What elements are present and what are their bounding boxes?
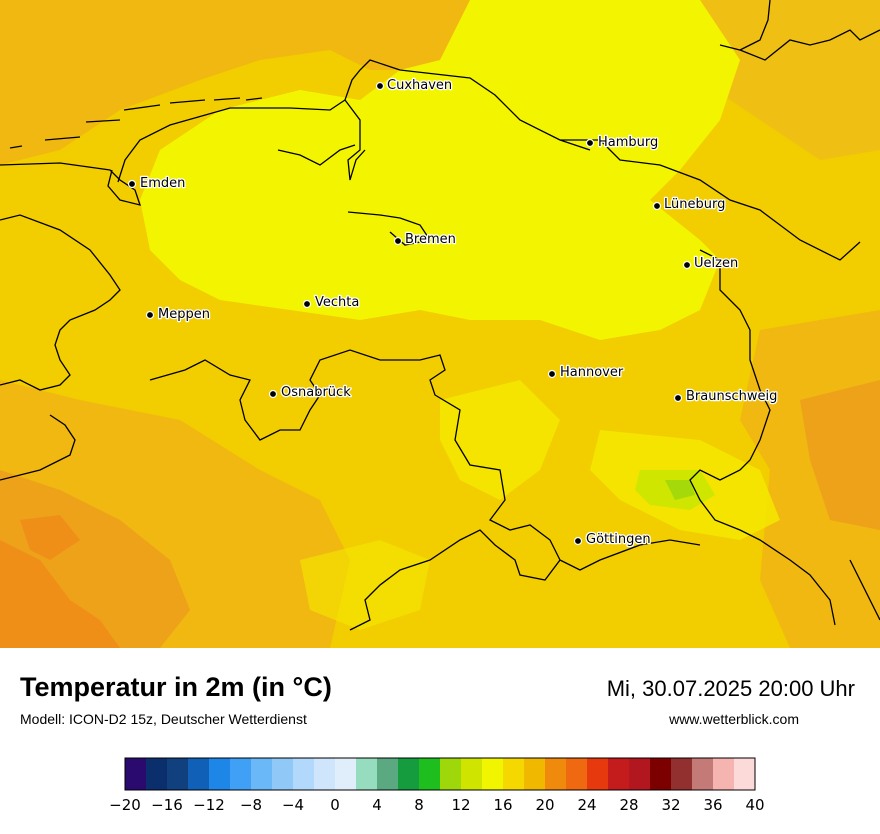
city-label-bremen: Bremen	[405, 232, 456, 247]
forecast-datetime: Mi, 30.07.2025 20:00 Uhr	[606, 676, 855, 701]
city-label-braunschweig: Braunschweig	[686, 389, 777, 404]
legend-tick-label: 8	[414, 796, 424, 814]
legend-color-box	[440, 758, 462, 790]
legend-color-box	[545, 758, 567, 790]
legend-color-box	[335, 758, 357, 790]
legend-color-box	[209, 758, 231, 790]
city-hamburg: Hamburg	[585, 134, 660, 151]
legend-color-box	[272, 758, 294, 790]
city-label-hamburg: Hamburg	[598, 135, 658, 150]
city-label-cuxhaven: Cuxhaven	[387, 78, 452, 93]
legend-tick-label: −16	[151, 796, 183, 814]
legend-tick-label: 20	[535, 796, 554, 814]
legend-color-box	[146, 758, 168, 790]
legend-tick-label: 16	[493, 796, 512, 814]
legend-svg: −20 −16 −12 −8 −4 0 4 8 12 16 20 24 28 32 36 40	[109, 757, 765, 814]
city-cuxhaven: Cuxhaven	[375, 77, 453, 94]
legend-color-box	[671, 758, 693, 790]
legend-color-box	[293, 758, 315, 790]
cities: Cuxhaven Hamburg Emden Lüneburg Bremen U…	[127, 77, 779, 548]
legend-tick-label: 40	[745, 796, 764, 814]
legend-tick-label: −4	[282, 796, 304, 814]
legend-tick-label: 36	[703, 796, 722, 814]
legend-tick-label: −12	[193, 796, 225, 814]
legend-tick-label: −20	[110, 796, 141, 814]
legend-color-box	[356, 758, 378, 790]
color-legend: −20 −16 −12 −8 −4 0 4 8 12 16 20 24 28 32 36 40	[109, 752, 770, 830]
city-label-uelzen: Uelzen	[694, 256, 738, 271]
city-meppen: Meppen	[145, 306, 211, 323]
legend-color-box	[503, 758, 525, 790]
city-label-emden: Emden	[140, 176, 185, 191]
city-osnabrueck: Osnabrück	[268, 384, 352, 401]
legend-color-box	[566, 758, 588, 790]
city-label-goettingen: Göttingen	[586, 532, 651, 547]
legend-color-box	[125, 758, 147, 790]
legend-tick-label: 28	[619, 796, 638, 814]
legend-color-box	[377, 758, 399, 790]
website-link[interactable]: www.wetterblick.com	[669, 711, 799, 727]
legend-color-box	[734, 758, 756, 790]
map-title: Temperatur in 2m (in °C)	[20, 672, 332, 702]
legend-color-box	[608, 758, 630, 790]
legend-frame	[124, 757, 756, 791]
legend-tick-label: 4	[372, 796, 382, 814]
legend-color-box	[188, 758, 210, 790]
city-emden: Emden	[127, 175, 187, 192]
legend-color-box	[461, 758, 483, 790]
legend-color-box	[629, 758, 651, 790]
city-label-hannover: Hannover	[560, 365, 624, 380]
legend-ticks: −20 −16 −12 −8 −4 0 4 8 12 16 20 24 28 32 36 40	[109, 796, 764, 814]
legend-color-box	[587, 758, 609, 790]
city-hannover: Hannover	[547, 364, 625, 381]
city-label-vechta: Vechta	[315, 295, 359, 310]
model-source: Modell: ICON-D2 15z, Deutscher Wetterdie…	[20, 711, 307, 727]
map-svg: Cuxhaven Hamburg Emden Lüneburg Bremen U…	[0, 0, 880, 648]
city-lueneburg: Lüneburg	[652, 196, 727, 213]
legend-color-box	[650, 758, 672, 790]
legend-color-box	[314, 758, 336, 790]
legend-color-box	[692, 758, 714, 790]
legend-color-box	[398, 758, 420, 790]
city-label-lueneburg: Lüneburg	[664, 197, 725, 212]
city-braunschweig: Braunschweig	[673, 388, 779, 405]
city-vechta: Vechta	[302, 294, 361, 311]
city-label-osnabrueck: Osnabrück	[281, 385, 351, 400]
boundary-lines	[0, 0, 880, 631]
legend-tick-label: 32	[661, 796, 680, 814]
legend-tick-label: 0	[330, 796, 340, 814]
city-label-meppen: Meppen	[158, 307, 210, 322]
legend-tick-label: 24	[577, 796, 596, 814]
city-goettingen: Göttingen	[573, 531, 652, 548]
legend-color-box	[251, 758, 273, 790]
legend-color-box	[167, 758, 189, 790]
legend-color-box	[230, 758, 252, 790]
cool-zone-north	[140, 0, 740, 340]
city-bremen: Bremen	[393, 231, 457, 248]
legend-color-box	[713, 758, 735, 790]
legend-color-box	[419, 758, 441, 790]
legend-color-box	[482, 758, 504, 790]
city-uelzen: Uelzen	[682, 255, 739, 272]
legend-tick-label: −8	[240, 796, 262, 814]
temperature-map: Cuxhaven Hamburg Emden Lüneburg Bremen U…	[0, 0, 880, 648]
legend-tick-label: 12	[451, 796, 470, 814]
legend-color-box	[524, 758, 546, 790]
legend-color-bar	[125, 758, 756, 790]
